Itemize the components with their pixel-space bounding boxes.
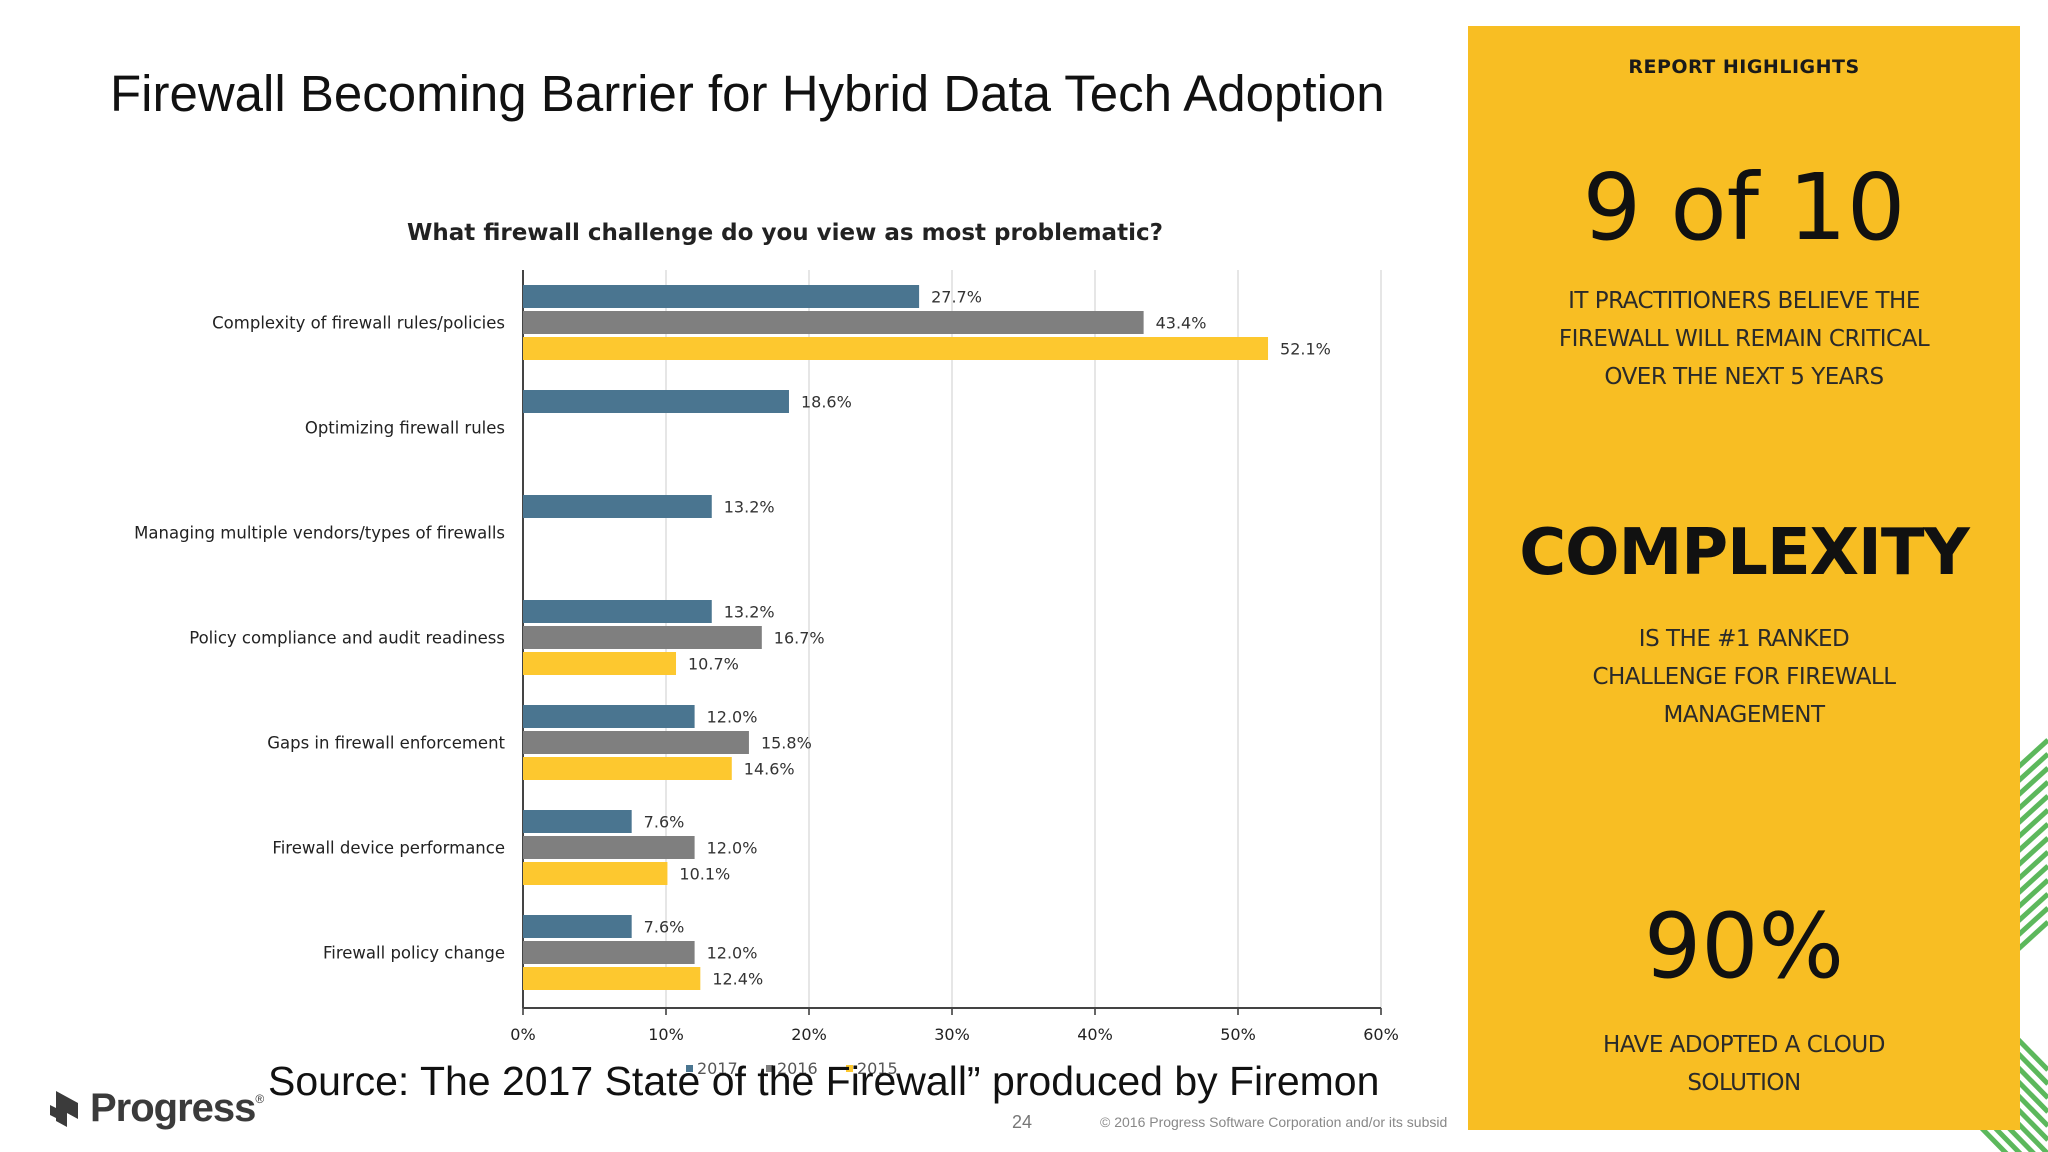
bar-2015 [523,757,732,780]
logo-text: Progress [90,1086,256,1130]
highlight-text-1-line: IT PRACTITIONERS BELIEVE THE [1568,288,1920,314]
highlight-text-3-line: HAVE ADOPTED A CLOUD [1603,1032,1885,1058]
progress-logo-icon [50,1090,78,1127]
copyright-notice: © 2016 Progress Software Corporation and… [1100,1114,1448,1130]
category-label: Firewall device performance [272,839,505,858]
bar-2015 [523,967,701,990]
x-tick-label: 10% [648,1025,684,1044]
chart-title: What firewall challenge do you view as m… [407,220,1163,246]
panel-heading: REPORT HIGHLIGHTS [1628,56,1860,78]
legend-swatch-2017 [686,1065,693,1072]
bar-2016 [523,626,762,649]
data-label: 43.4% [1156,314,1207,333]
data-label: 12.0% [707,708,758,727]
data-label: 16.7% [774,629,825,648]
progress-logo: Progress ® [48,1086,264,1131]
labels: 0% 10% 20% 30% 40% 50% 60% 27.7% 43.4% 52.1% Compl… [134,288,1399,1045]
legend-swatch-2015 [846,1065,853,1072]
x-tick-label: 40% [1077,1025,1113,1044]
highlight-text-2: IS THE #1 RANKED CHALLENGE FOR FIREWALL … [1468,620,2020,734]
data-label: 12.0% [707,839,758,858]
source-caption: Source: The 2017 State of the Firewall” … [268,1058,1380,1104]
x-tick-label: 50% [1220,1025,1256,1044]
bar-2015 [523,337,1269,360]
bar-2016 [523,731,749,754]
logo-registered-mark: ® [255,1092,265,1106]
category-label: Complexity of firewall rules/policies [212,314,505,333]
legend-label-2016: 2016 [777,1059,818,1078]
bar-2017 [523,915,632,938]
category-label: Policy compliance and audit readiness [189,629,505,648]
bar-2017 [523,600,712,623]
data-label: 13.2% [724,603,775,622]
bar-2017 [523,390,789,413]
data-label: 7.6% [644,918,685,937]
data-label: 15.8% [761,734,812,753]
data-label: 14.6% [744,760,795,779]
bar-chart: What firewall challenge do you view as m… [134,220,1399,1078]
data-label: 10.1% [679,865,730,884]
highlight-stat-2: COMPLEXITY [1519,516,1970,590]
page-number: 24 [1012,1112,1033,1132]
data-label: 18.6% [801,393,852,412]
bar-2016 [523,941,695,964]
data-label: 27.7% [931,288,982,307]
bar-2017 [523,495,712,518]
legend-swatch-2016 [766,1065,773,1072]
highlight-stat-3: 90% [1643,894,1845,999]
data-label: 13.2% [724,498,775,517]
legend-label-2017: 2017 [697,1059,738,1078]
highlight-text-2-line: MANAGEMENT [1663,702,1825,728]
highlight-text-1-line: OVER THE NEXT 5 YEARS [1604,364,1884,390]
highlight-stat-1: 9 of 10 [1582,154,1906,261]
highlight-text-2-line: IS THE #1 RANKED [1638,626,1850,652]
bar-2017 [523,705,695,728]
data-label: 7.6% [644,813,685,832]
bars [523,285,1269,990]
highlight-text-2-line: CHALLENGE FOR FIREWALL [1592,664,1896,690]
data-label: 52.1% [1280,340,1331,359]
report-highlights-panel: REPORT HIGHLIGHTS 9 of 10 IT PRACTITIONE… [1468,26,2020,1130]
bar-2015 [523,862,668,885]
category-label: Managing multiple vendors/types of firew… [134,524,505,543]
data-label: 10.7% [688,655,739,674]
category-label: Firewall policy change [323,944,505,963]
category-label: Optimizing firewall rules [305,419,505,438]
highlight-text-3-line: SOLUTION [1687,1070,1801,1096]
bar-2017 [523,285,920,308]
x-tick-label: 30% [934,1025,970,1044]
bar-2017 [523,810,632,833]
highlight-text-1-line: FIREWALL WILL REMAIN CRITICAL [1558,326,1930,352]
bar-2016 [523,311,1144,334]
legend-label-2015: 2015 [857,1059,898,1078]
highlight-text-3: HAVE ADOPTED A CLOUD SOLUTION [1468,1026,2020,1102]
data-label: 12.4% [712,970,763,989]
highlight-text-1: IT PRACTITIONERS BELIEVE THE FIREWALL WI… [1468,282,2020,396]
x-tick-label: 0% [510,1025,535,1044]
x-tick-label: 20% [791,1025,827,1044]
legend: 2017 2016 2015 [686,1059,898,1078]
slide-title: Firewall Becoming Barrier for Hybrid Dat… [110,65,1385,122]
category-label: Gaps in firewall enforcement [267,734,505,753]
bar-2016 [523,836,695,859]
bar-2015 [523,652,677,675]
data-label: 12.0% [707,944,758,963]
x-tick-label: 60% [1363,1025,1399,1044]
